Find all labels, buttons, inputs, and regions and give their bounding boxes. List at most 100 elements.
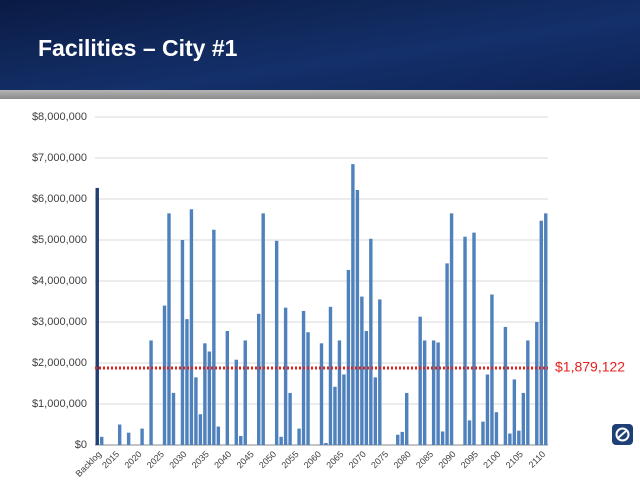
bar xyxy=(203,343,207,445)
bar xyxy=(494,412,499,445)
x-tick-label: 2075 xyxy=(369,449,390,470)
x-tick-label: 2025 xyxy=(145,449,166,470)
header-banner xyxy=(0,0,640,90)
x-tick-label: 2095 xyxy=(459,449,480,470)
x-tick-label: 2080 xyxy=(392,449,413,470)
bar xyxy=(189,209,194,445)
bar xyxy=(418,316,422,445)
bar xyxy=(467,420,472,445)
bar xyxy=(140,428,144,445)
bar xyxy=(279,436,283,445)
x-tick-label: 2100 xyxy=(481,449,502,470)
bar xyxy=(405,392,409,445)
bar xyxy=(463,236,467,445)
bar xyxy=(355,189,360,445)
x-tick-label: 2085 xyxy=(414,449,435,470)
bar xyxy=(431,340,436,445)
bar xyxy=(503,326,508,445)
bar xyxy=(378,299,382,445)
bar xyxy=(126,432,131,445)
x-tick-label: 2045 xyxy=(235,449,256,470)
bar xyxy=(440,431,445,445)
bar xyxy=(117,424,122,445)
bar xyxy=(301,310,306,445)
x-tick-label: 2020 xyxy=(122,449,143,470)
bar xyxy=(239,435,243,445)
bar xyxy=(373,377,378,445)
bar xyxy=(364,331,369,445)
bar xyxy=(328,306,333,445)
bar xyxy=(212,229,216,445)
bar xyxy=(288,392,292,445)
bar xyxy=(436,342,440,445)
logo xyxy=(612,424,633,445)
bar xyxy=(369,238,373,445)
y-tick-label: $1,000,000 xyxy=(32,398,87,410)
bar xyxy=(171,392,176,445)
y-tick-label: $5,000,000 xyxy=(32,234,87,246)
bar xyxy=(185,319,189,445)
y-tick-label: $8,000,000 xyxy=(32,111,87,123)
slide-title: Facilities – City #1 xyxy=(38,35,238,61)
bar xyxy=(216,426,221,445)
x-tick-label: 2105 xyxy=(504,449,525,470)
bar xyxy=(544,213,548,445)
bar xyxy=(261,213,265,445)
x-tick-label: 2065 xyxy=(324,449,345,470)
bar xyxy=(207,351,212,445)
bar xyxy=(324,442,328,445)
bar xyxy=(162,305,167,445)
x-tick-label: Backlog xyxy=(74,449,104,479)
x-tick-label: 2110 xyxy=(527,449,548,470)
bar xyxy=(472,232,476,445)
bar xyxy=(95,187,99,445)
bar xyxy=(319,343,324,445)
bar xyxy=(526,340,530,445)
y-tick-label: $6,000,000 xyxy=(32,193,87,205)
bar xyxy=(481,421,485,445)
bar xyxy=(508,433,512,445)
bar xyxy=(100,436,104,445)
bar xyxy=(149,340,153,445)
bar xyxy=(167,213,171,445)
bar xyxy=(422,340,427,445)
bar xyxy=(351,164,355,445)
x-tick-label: 2030 xyxy=(167,449,188,470)
x-tick-label: 2070 xyxy=(347,449,368,470)
x-tick-label: 2055 xyxy=(279,449,300,470)
bar xyxy=(257,313,261,445)
bar xyxy=(225,331,230,445)
y-tick-label: $4,000,000 xyxy=(32,275,87,287)
bar xyxy=(521,392,526,445)
bar xyxy=(198,414,203,445)
bar xyxy=(194,377,198,445)
x-tick-label: 2060 xyxy=(302,449,323,470)
header-strip xyxy=(0,90,640,99)
y-tick-label: $7,000,000 xyxy=(32,152,87,164)
y-tick-label: $3,000,000 xyxy=(32,316,87,328)
bar xyxy=(243,340,247,445)
x-tick-label: 2050 xyxy=(257,449,278,470)
bar xyxy=(337,340,342,445)
bar xyxy=(234,359,238,445)
bar xyxy=(274,240,279,445)
bar xyxy=(396,434,400,445)
bar xyxy=(449,213,454,445)
bar xyxy=(333,386,337,445)
bar xyxy=(485,374,490,445)
y-tick-label: $0 xyxy=(75,439,87,451)
bar xyxy=(490,294,494,445)
x-tick-label: 2035 xyxy=(190,449,211,470)
bar xyxy=(297,428,301,445)
bar xyxy=(517,430,521,445)
bar xyxy=(539,220,543,445)
bar xyxy=(283,307,288,445)
bar xyxy=(535,322,539,445)
bar xyxy=(400,431,404,445)
x-tick-label: 2015 xyxy=(100,449,121,470)
bar xyxy=(180,240,185,445)
y-tick-label: $2,000,000 xyxy=(32,357,87,369)
bar xyxy=(342,374,346,445)
